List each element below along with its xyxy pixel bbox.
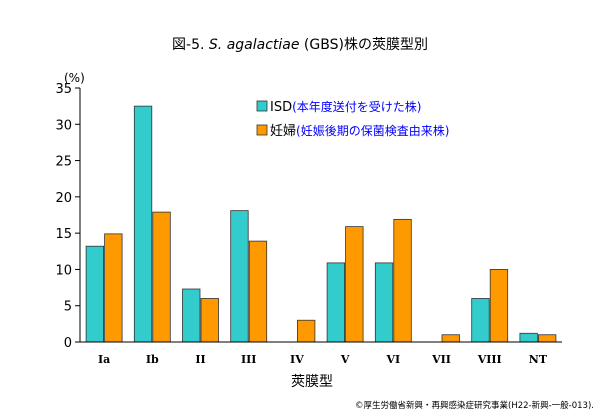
bar-isd-nt xyxy=(519,332,538,343)
y-tick-label: 5 xyxy=(64,300,72,315)
legend-swatch xyxy=(256,124,268,136)
y-tick-label: 10 xyxy=(55,263,72,278)
x-axis-title: 莢膜型 xyxy=(291,374,333,390)
x-tick-label: II xyxy=(195,353,205,366)
y-tick-label: 15 xyxy=(55,227,72,242)
bar-pregnant-ii xyxy=(200,298,219,343)
source-note: ©厚生労働省新興・再興感染症研究事業(H22-新興-一般-013). xyxy=(355,400,594,411)
y-tick-label: 20 xyxy=(55,191,72,206)
bar-isd-ib xyxy=(133,105,153,343)
bar-isd-ia xyxy=(85,245,104,343)
y-tick-label: 0 xyxy=(64,336,72,351)
bar-pregnant-vi xyxy=(393,218,412,343)
bar-isd-vi xyxy=(374,262,394,343)
y-axis-unit: (%) xyxy=(64,71,85,85)
bar-pregnant-iii xyxy=(248,240,268,343)
bar-pregnant-viii xyxy=(489,269,509,343)
y-tick-label: 30 xyxy=(55,118,72,133)
legend-entry: ISD(本年度送付を受けた株) xyxy=(270,99,421,115)
x-tick-label: VIII xyxy=(477,353,502,366)
legend: ISD(本年度送付を受けた株) 妊婦(妊娠後期の保菌検査由来株) xyxy=(256,99,449,139)
chart-title: 図-5. S. agalactiae (GBS)株の莢膜型別 xyxy=(172,37,428,53)
bar-isd-viii xyxy=(471,298,490,343)
bar-pregnant-ia xyxy=(104,233,123,343)
y-tick-label: 35 xyxy=(55,82,72,97)
x-tick-label: III xyxy=(241,353,256,366)
bar-isd-ii xyxy=(182,288,201,343)
legend-swatch xyxy=(256,100,268,112)
bar-pregnant-v xyxy=(345,226,364,343)
x-tick-label: VI xyxy=(385,353,400,366)
legend-entry: 妊婦(妊娠後期の保菌検査由来株) xyxy=(270,123,449,139)
x-tick-label: NT xyxy=(529,353,548,366)
x-tick-label: Ib xyxy=(146,353,159,366)
bar-pregnant-iv xyxy=(296,319,316,343)
x-tick-label: Ia xyxy=(98,353,110,366)
bar-isd-v xyxy=(326,262,346,343)
y-tick-label: 25 xyxy=(55,155,72,170)
bar-pregnant-nt xyxy=(538,334,557,343)
x-tick-label: IV xyxy=(290,353,304,366)
bar-pregnant-ib xyxy=(152,211,171,343)
x-tick-label: VII xyxy=(431,353,451,366)
bar-pregnant-vii xyxy=(441,334,460,343)
x-tick-label: V xyxy=(340,353,350,366)
bar-isd-iii xyxy=(230,210,249,343)
